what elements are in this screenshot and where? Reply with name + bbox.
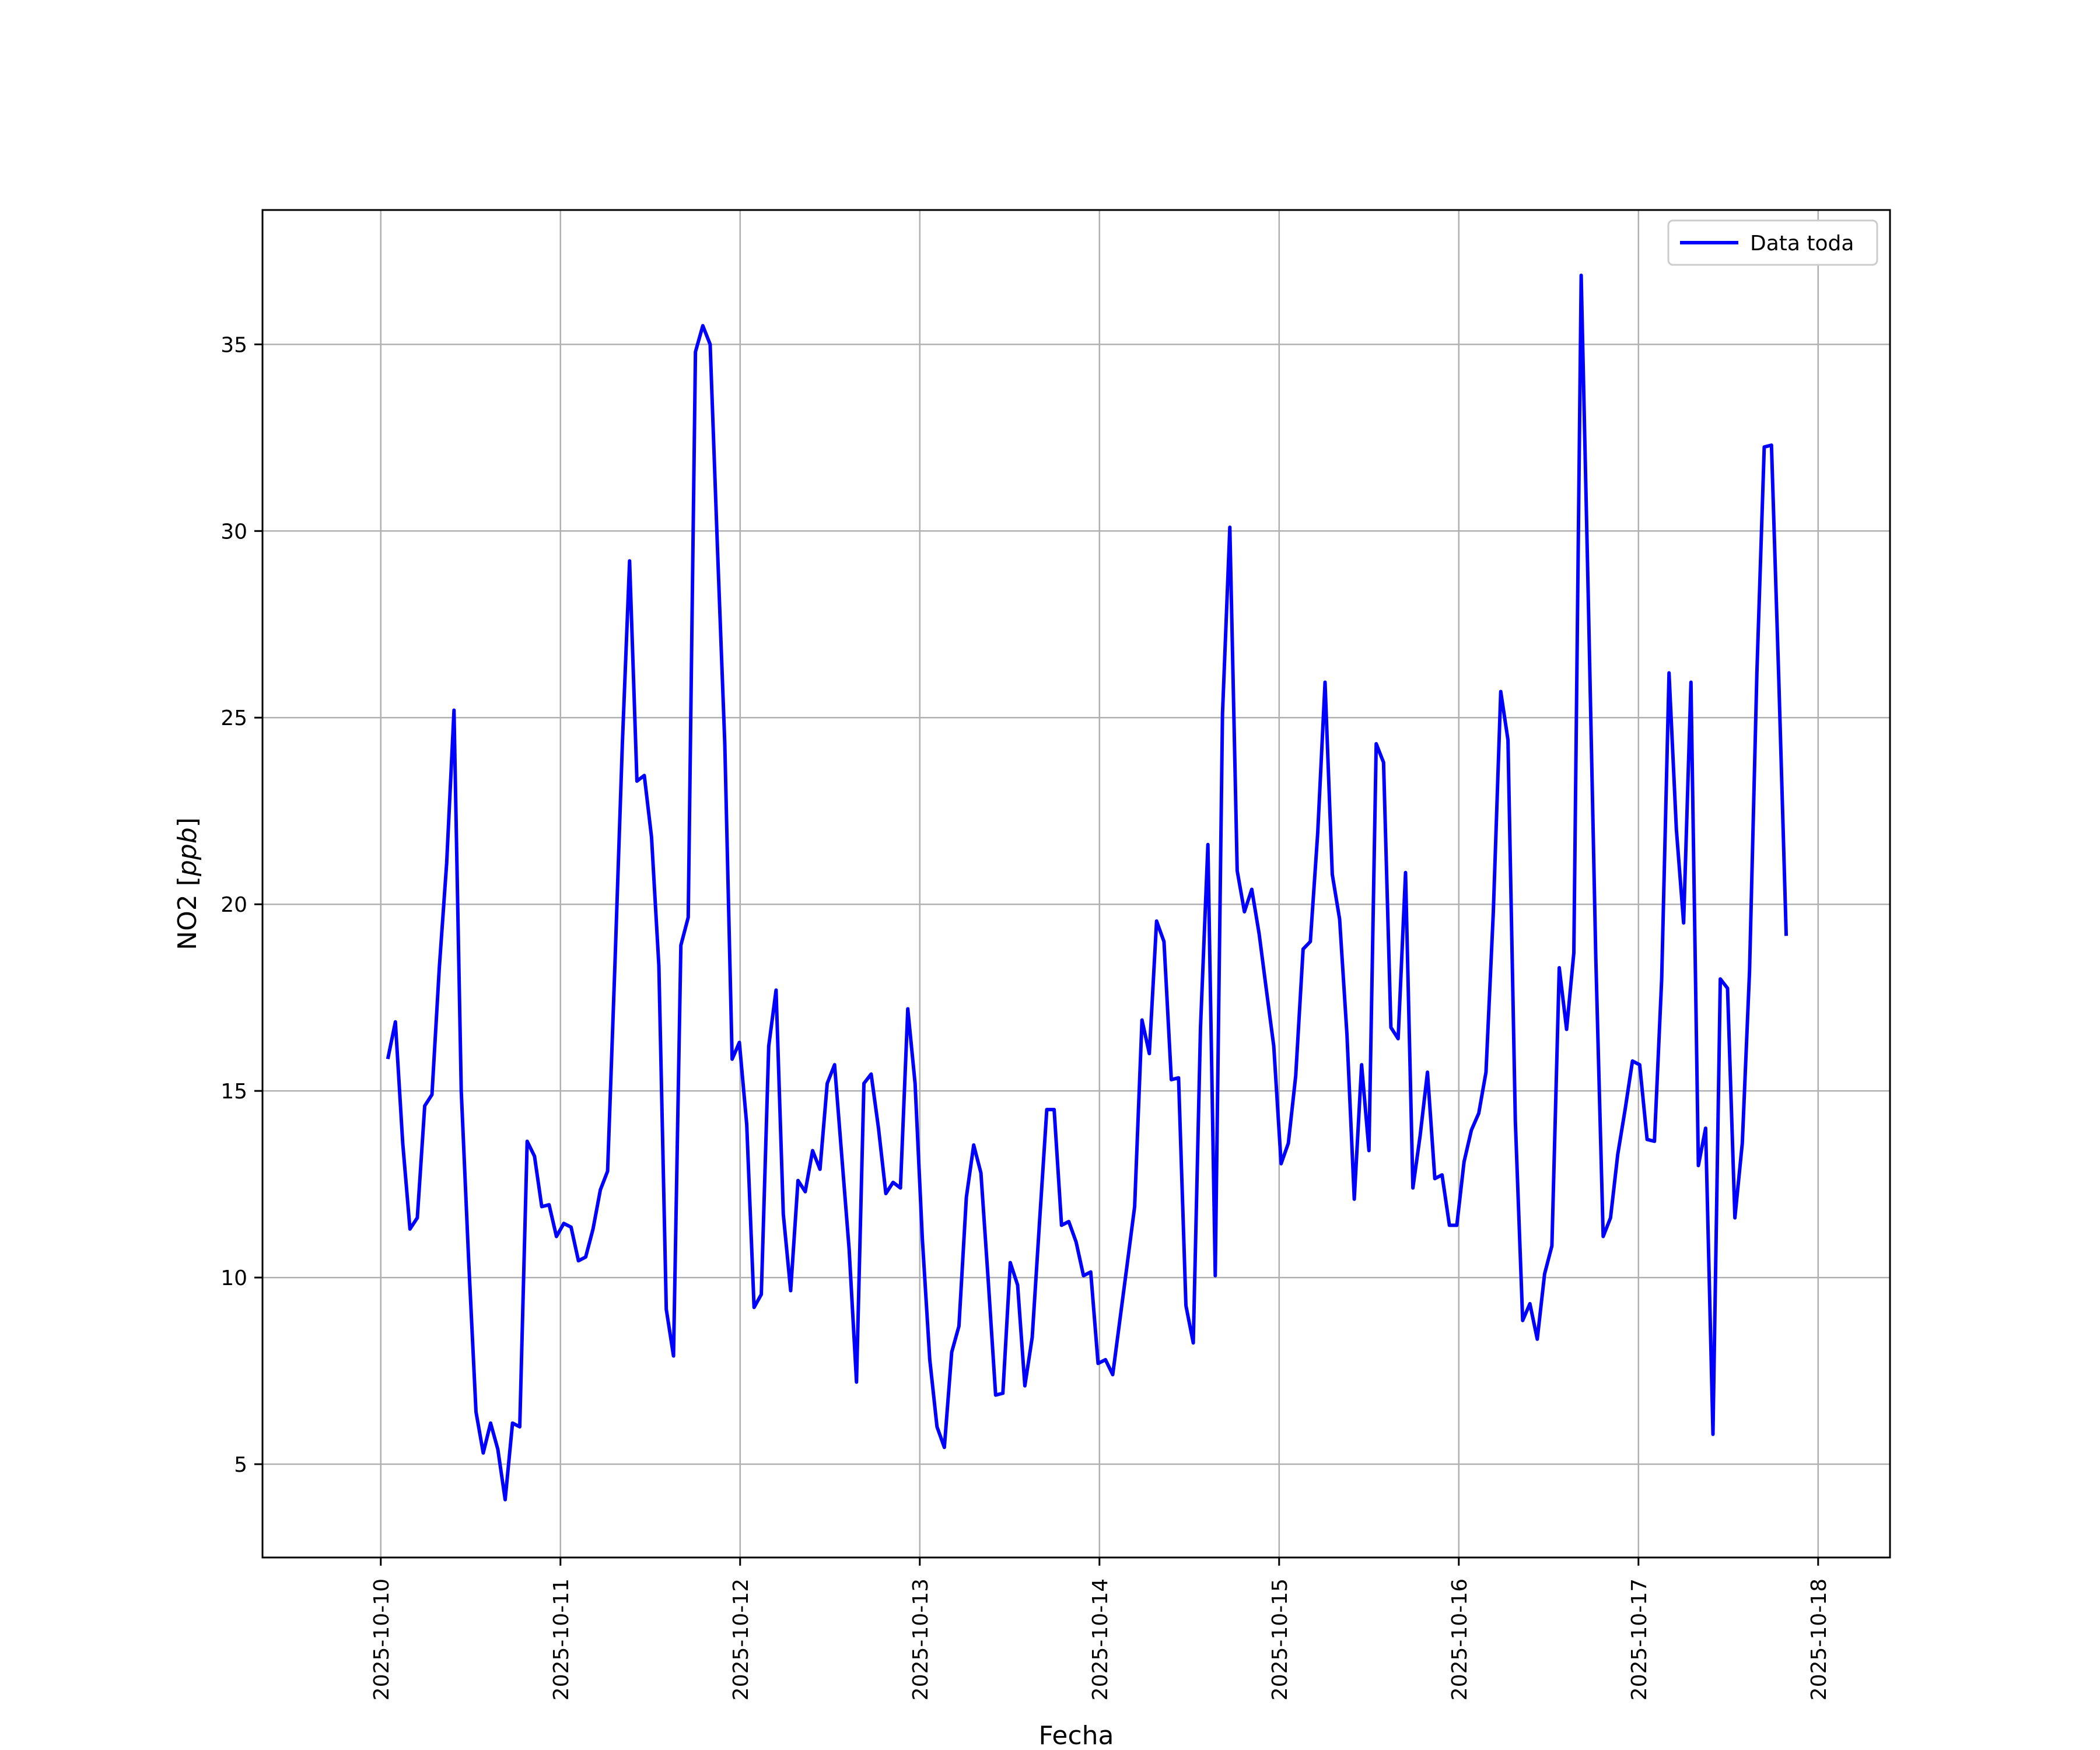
y-tick-label: 15	[220, 1080, 247, 1104]
x-tick-label: 2025-10-10	[370, 1578, 394, 1700]
x-tick-label: 2025-10-16	[1448, 1578, 1472, 1700]
y-axis-label-unit: ppb	[173, 827, 202, 877]
legend-label: Data toda	[1750, 232, 1854, 256]
x-tick-label: 2025-10-14	[1088, 1578, 1112, 1700]
series-layer	[386, 274, 1788, 1502]
y-tick-label: 25	[220, 706, 247, 730]
x-tick-label: 2025-10-17	[1628, 1578, 1651, 1700]
y-axis-label-prefix: NO2 [	[173, 876, 202, 950]
ticks: 2025-10-10 2025-10-11 2025-10-12 2025-10-13…	[220, 333, 1831, 1700]
x-axis-label: Fecha	[1038, 1721, 1114, 1750]
x-tick-label: 2025-10-18	[1807, 1578, 1831, 1700]
legend-box	[1667, 219, 1878, 266]
y-tick-label: 35	[220, 333, 247, 357]
y-tick-label: 10	[220, 1266, 247, 1290]
x-tick-label: 2025-10-13	[909, 1578, 933, 1700]
x-tick-label: 2025-10-12	[729, 1578, 753, 1700]
y-tick-label: 30	[220, 520, 247, 544]
plot-frame	[261, 209, 1891, 1559]
y-tick-label: 20	[220, 893, 247, 917]
y-axis-label-suffix: ]	[173, 817, 202, 827]
x-tick-label: 2025-10-11	[550, 1578, 573, 1700]
x-tick-label: 2025-10-15	[1268, 1578, 1292, 1700]
series-line	[386, 274, 1788, 1502]
y-axis-label: NO2 [ppb]	[173, 817, 202, 950]
y-tick-label: 5	[234, 1453, 247, 1477]
legend: Data toda	[1667, 219, 1878, 266]
grid	[262, 210, 1890, 1558]
